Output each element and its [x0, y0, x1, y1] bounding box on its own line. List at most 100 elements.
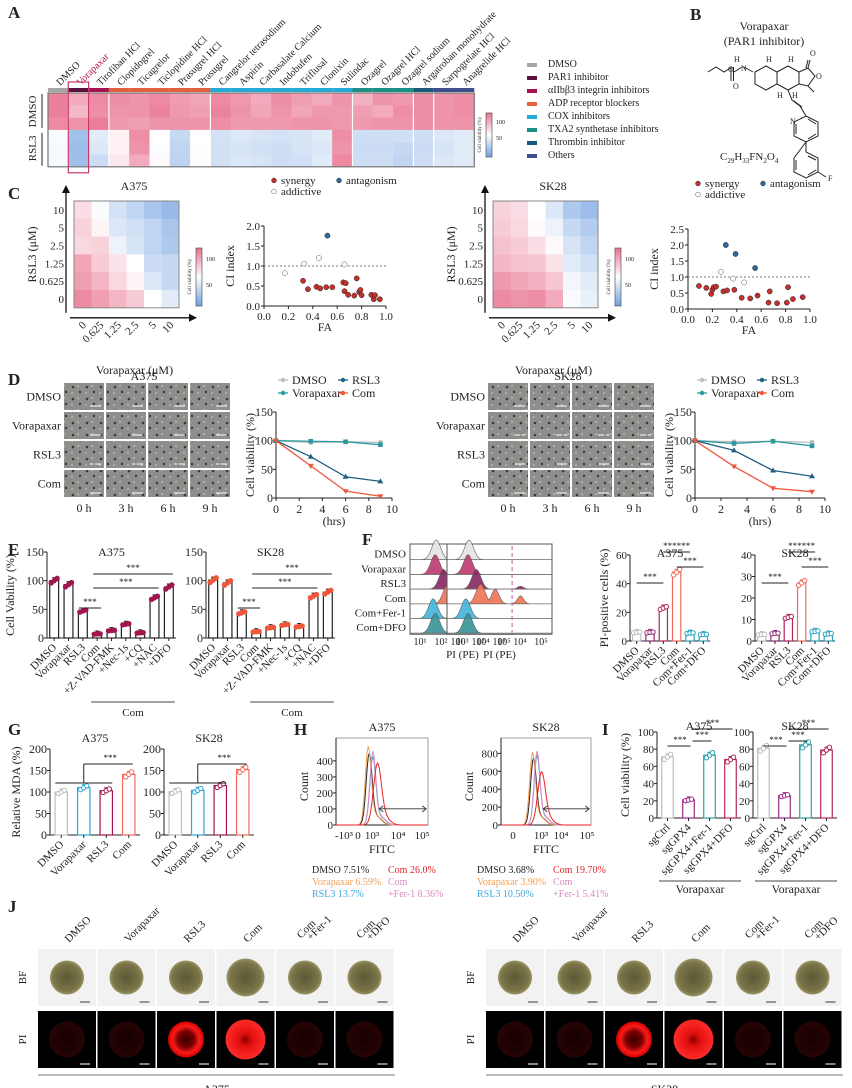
- y-tick-label: 400: [482, 784, 499, 796]
- heatmap-cell: [91, 218, 110, 237]
- data-point: [788, 613, 795, 620]
- heatmap-cell: [372, 93, 394, 106]
- structure-bond: [795, 118, 817, 140]
- bar: [76, 787, 91, 836]
- y-tick-label: 100: [317, 804, 334, 816]
- significance-stars: ***: [791, 730, 805, 740]
- heatmap-cell: [129, 129, 150, 143]
- data-point: [784, 792, 791, 798]
- data-point: [775, 630, 781, 636]
- y-tick-label: 0: [155, 828, 161, 842]
- heatmap-cell: [230, 93, 252, 106]
- heatmap-cell: [528, 272, 546, 291]
- legend-label: RSL3: [771, 373, 799, 387]
- y-tick-label: 0: [493, 820, 499, 832]
- y-tick-label: 800: [482, 748, 499, 760]
- arrow-head-right: [584, 805, 590, 813]
- x-tick-label: 0.4: [306, 311, 320, 323]
- spheroid-pi: [287, 1021, 323, 1058]
- marker-RSL3: [770, 467, 776, 473]
- x-axis-title: PI (PE): [483, 649, 516, 661]
- heatmap-cell: [126, 218, 145, 237]
- panel-label-D: D: [8, 370, 20, 389]
- x-tick-label: 10³: [456, 637, 469, 648]
- heatmap-cell: [433, 93, 455, 106]
- y-axis-title: Cell viability (%): [662, 413, 676, 497]
- drug-class-bar: [372, 88, 394, 92]
- data-point: [688, 796, 695, 802]
- bar: [703, 754, 716, 819]
- x-tick-label: 0.2: [706, 314, 720, 326]
- structure-bond: [795, 155, 817, 176]
- time-label: 0 h: [501, 501, 516, 515]
- row-label: Vorapaxar: [436, 419, 485, 433]
- marker-Com: [692, 438, 698, 444]
- time-label: 9 h: [627, 501, 642, 515]
- point-synergy: [342, 280, 349, 287]
- y-tick-label: 20: [643, 796, 655, 808]
- drug-class-bar: [190, 88, 211, 92]
- compound-class: (PAR1 inhibitor): [724, 34, 805, 48]
- heatmap-cell: [454, 154, 475, 168]
- data-point: [198, 785, 204, 792]
- heatmap-cell: [144, 236, 162, 255]
- heatmap-cell: [74, 218, 92, 237]
- y-tick-label: 0: [745, 813, 751, 825]
- spheroid-bf: [288, 960, 322, 995]
- heatmap-cell: [190, 154, 211, 168]
- data-point: [61, 787, 67, 793]
- colorbar: [485, 112, 493, 158]
- x-tick-label: 10⁵: [534, 637, 548, 648]
- heatmap-cell: [413, 117, 434, 131]
- legend-label: DMSO: [711, 373, 746, 387]
- atom-label: O: [810, 49, 816, 58]
- heatmap-cell: [88, 93, 110, 106]
- bar: [235, 769, 250, 836]
- heatmap-cell: [126, 201, 145, 220]
- legend-swatch: [527, 63, 537, 67]
- heatmap-border: [73, 200, 180, 309]
- heatmap-cell: [545, 236, 564, 255]
- heatmap-cell: [271, 142, 292, 155]
- y-tick-label: 50: [680, 462, 692, 476]
- data-point: [730, 754, 737, 760]
- x-axis-title: PI (PE): [446, 649, 479, 661]
- heatmap-cell: [68, 154, 89, 168]
- y-tick-label: 0: [686, 491, 692, 505]
- data-point: [815, 628, 821, 634]
- x-tick-label: 0: [355, 830, 361, 842]
- spheroid-bf: [347, 960, 382, 995]
- bar: [190, 789, 205, 836]
- y-tick-label: 1.5: [246, 241, 260, 253]
- legend-label: DMSO: [548, 59, 577, 70]
- heatmap-cell: [493, 272, 511, 291]
- data-point: [54, 575, 60, 582]
- cell-line-label: A375: [203, 1082, 230, 1088]
- panel-label-A: A: [8, 3, 21, 22]
- heatmap-cell: [580, 254, 599, 273]
- heatmap-cell: [563, 218, 581, 237]
- x-tick-label: 10⁵: [415, 830, 430, 842]
- heatmap-cell: [580, 201, 599, 220]
- histogram-row-label: DMSO: [374, 549, 406, 561]
- heatmap-cell: [210, 129, 231, 143]
- heatmap-cell: [91, 272, 110, 291]
- row-label-bf: BF: [465, 971, 477, 984]
- heatmap-cell: [68, 117, 89, 131]
- heatmap-cell: [510, 236, 529, 255]
- data-point: [285, 621, 291, 627]
- legend-marker: [336, 177, 342, 184]
- colorbar-tick: 50: [496, 136, 502, 142]
- percentage-annotation: Vorapaxar 6.59%: [312, 877, 381, 888]
- data-point: [126, 620, 132, 627]
- x-tick-label: 0.2: [282, 311, 296, 323]
- legend-marker: [695, 191, 701, 198]
- spheroid-bf: [169, 960, 203, 995]
- legend-marker: [271, 188, 277, 195]
- heatmap-cell: [291, 154, 313, 168]
- x-tick-label: 2.5: [542, 319, 561, 338]
- x-tick-label: 10¹: [414, 637, 427, 648]
- x-tick-label: 0: [273, 502, 279, 516]
